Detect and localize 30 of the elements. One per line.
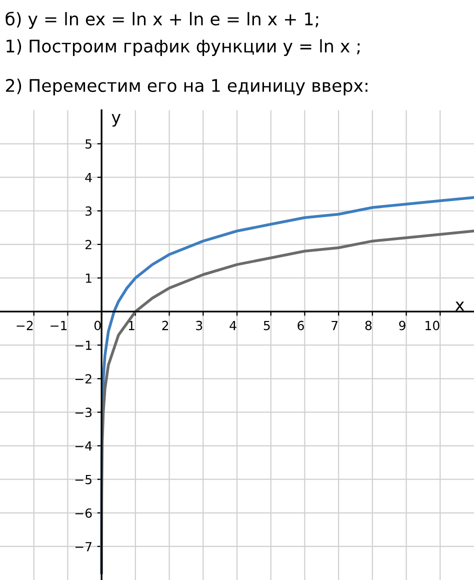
x-tick-label: 4 [230,320,236,330]
y-tick-label: 3 [86,206,92,216]
y-tick-label: 1 [86,274,92,283]
x-tick-label: 0 [94,320,101,330]
y-tick-label: −6 [75,508,92,518]
x-tick-label: 6 [298,320,304,330]
x-tick-label: 10 [426,320,440,330]
x-tick-label: −1 [50,320,67,330]
x-tick-label: 8 [365,320,372,330]
x-tick-label: 7 [332,320,338,330]
x-axis-title: x [455,302,464,311]
y-tick-label: 2 [86,240,92,250]
x-tick-label: 5 [264,320,270,330]
y-axis-title: y [112,114,121,127]
y-tick-label: −1 [75,340,92,350]
y-tick-label: 4 [85,172,92,182]
y-tick-label: −3 [75,408,92,418]
chart-title: б) y = ln ex = ln x + ln e = ln x + 1; [6,12,318,29]
y-tick-label: −7 [75,542,92,552]
text: 2) Переместим его на 1 единицу вверх: [6,78,368,96]
y-tick-label: −4 [75,441,92,451]
x-tick-label: 3 [196,320,202,330]
x-tick-label: 2 [162,320,168,330]
y-tick-label: −2 [75,374,92,384]
x-tick-label: 9 [399,320,406,330]
x-tick-label: 1 [128,320,134,330]
x-tick-label: −2 [16,320,33,330]
y-tick-label: 5 [86,139,92,149]
chart-subtitle: 1) Построим график функции y = ln x ; [6,39,360,56]
y-tick-label: −5 [75,474,92,484]
